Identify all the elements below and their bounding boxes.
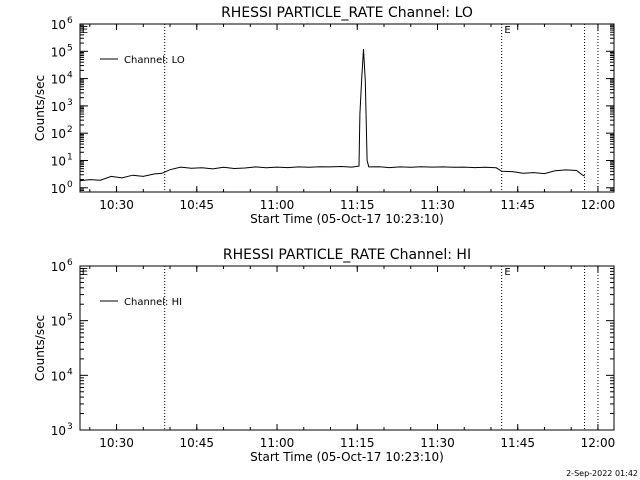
y-tick-exponent: 4 [67,71,73,81]
y-tick-exponent: 3 [67,98,73,108]
y-tick-exponent: 2 [67,125,73,135]
y-tick-label: 10 [51,260,66,274]
chart-title: RHESSI PARTICLE_RATE Channel: LO [221,5,473,21]
y-tick-label: 10 [51,154,66,168]
x-tick-label: 12:00 [581,436,616,450]
event-marker: E [504,267,510,278]
y-tick-label: 10 [51,182,66,196]
x-tick-label: 11:00 [260,436,295,450]
y-tick-exponent: 5 [67,313,73,323]
series-line [80,49,585,181]
y-tick-exponent: 3 [67,422,73,432]
x-tick-label: 11:30 [420,198,455,212]
y-tick-label: 10 [51,18,66,32]
x-tick-label: 11:30 [420,436,455,450]
x-tick-label: 12:00 [581,198,616,212]
y-tick-label: 10 [51,100,66,114]
y-tick-label: 10 [51,73,66,87]
legend-label: Channel: LO [124,55,185,66]
y-tick-label: 10 [51,45,66,59]
x-tick-label: 11:15 [340,436,375,450]
plot-timestamp: 2-Sep-2022 01:42 [566,469,638,478]
chart-panel-0: RHESSI PARTICLE_RATE Channel: LOEE10:301… [33,5,615,226]
chart-panel-1: RHESSI PARTICLE_RATE Channel: HIEE10:301… [33,247,615,464]
plot-frame [80,266,614,430]
x-tick-label: 11:45 [500,198,535,212]
y-tick-exponent: 5 [67,43,73,53]
x-tick-label: 10:45 [179,436,214,450]
x-tick-label: 11:45 [500,436,535,450]
event-marker: E [504,25,510,36]
y-tick-exponent: 4 [67,367,73,377]
y-tick-label: 10 [51,424,66,438]
y-tick-exponent: 1 [67,152,73,162]
y-axis-label: Counts/sec [33,75,47,141]
y-tick-exponent: 6 [67,258,73,268]
x-axis-label: Start Time (05-Oct-17 10:23:10) [250,450,444,464]
x-tick-label: 10:45 [179,198,214,212]
x-tick-label: 11:00 [260,198,295,212]
y-tick-exponent: 6 [67,16,73,26]
y-tick-exponent: 0 [67,180,73,190]
x-tick-label: 11:15 [340,198,375,212]
chart-title: RHESSI PARTICLE_RATE Channel: HI [223,247,471,263]
y-axis-label: Counts/sec [33,315,47,381]
legend-label: Channel: HI [124,297,182,308]
x-tick-label: 10:30 [99,198,134,212]
y-tick-label: 10 [51,127,66,141]
x-tick-label: 10:30 [99,436,134,450]
y-tick-label: 10 [51,315,66,329]
x-axis-label: Start Time (05-Oct-17 10:23:10) [250,212,444,226]
y-tick-label: 10 [51,369,66,383]
